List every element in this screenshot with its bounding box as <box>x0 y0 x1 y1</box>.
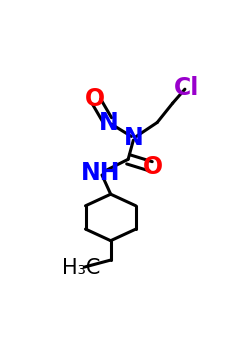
Text: N: N <box>99 111 119 134</box>
Text: N: N <box>124 126 144 150</box>
Text: Cl: Cl <box>174 76 199 100</box>
Text: O: O <box>143 155 164 179</box>
Text: H₃C: H₃C <box>62 258 101 278</box>
Text: NH: NH <box>81 161 121 185</box>
Text: O: O <box>85 87 105 111</box>
